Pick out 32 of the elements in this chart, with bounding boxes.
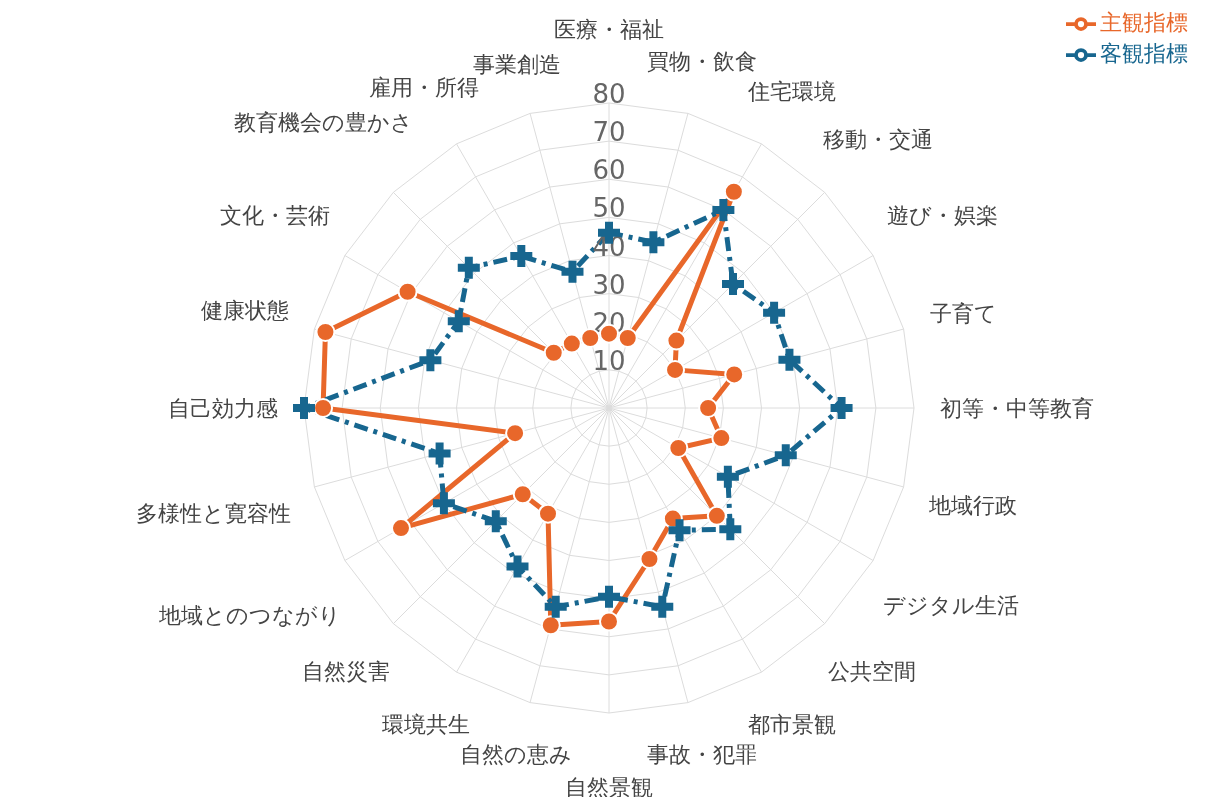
spoke-label: 都市景観 [747, 711, 836, 737]
spoke-label: 医療・福祉 [554, 16, 664, 42]
spoke-label: 買物・飲食 [646, 48, 757, 74]
y-tick-label: 70 [592, 117, 626, 148]
spoke-label: 健康状態 [200, 297, 289, 323]
y-tick-label: 50 [592, 193, 626, 224]
y-tick-label: 10 [592, 345, 626, 376]
y-tick-label: 30 [592, 269, 626, 300]
legend-label: 客観指標 [1100, 41, 1188, 66]
legend-label: 主観指標 [1100, 10, 1188, 35]
spoke-label: 子育て [929, 300, 997, 326]
spoke-label: 事業創造 [472, 51, 561, 77]
y-tick-label: 40 [592, 231, 626, 262]
spoke-label: 環境共生 [382, 711, 471, 737]
spoke-label: 自然災害 [301, 658, 390, 684]
spoke-label: 自然の恵み [460, 742, 573, 768]
spoke-label: 初等・中等教育 [940, 395, 1094, 421]
spoke-label: 事故・犯罪 [646, 742, 757, 768]
spoke-label: 自己効力感 [168, 395, 278, 421]
spoke-label: 教育機会の豊かさ [234, 110, 414, 136]
spoke-label: 文化・芸術 [220, 202, 331, 228]
y-tick-label: 80 [592, 79, 626, 109]
spoke-label: 雇用・所得 [368, 74, 479, 100]
spoke-label: 地域行政 [928, 493, 1018, 519]
spoke-label: 遊び・娯楽 [887, 202, 999, 228]
spoke-label: 地域とのつながり [158, 602, 342, 628]
spoke-label: 移動・交通 [822, 126, 933, 152]
spoke-label: デジタル生活 [883, 593, 1020, 619]
y-tick-label: 60 [592, 155, 626, 186]
spoke-label: 住宅環境 [746, 79, 836, 105]
spoke-label: 公共空間 [828, 658, 917, 684]
spoke-label: 多様性と寛容性 [136, 501, 292, 527]
